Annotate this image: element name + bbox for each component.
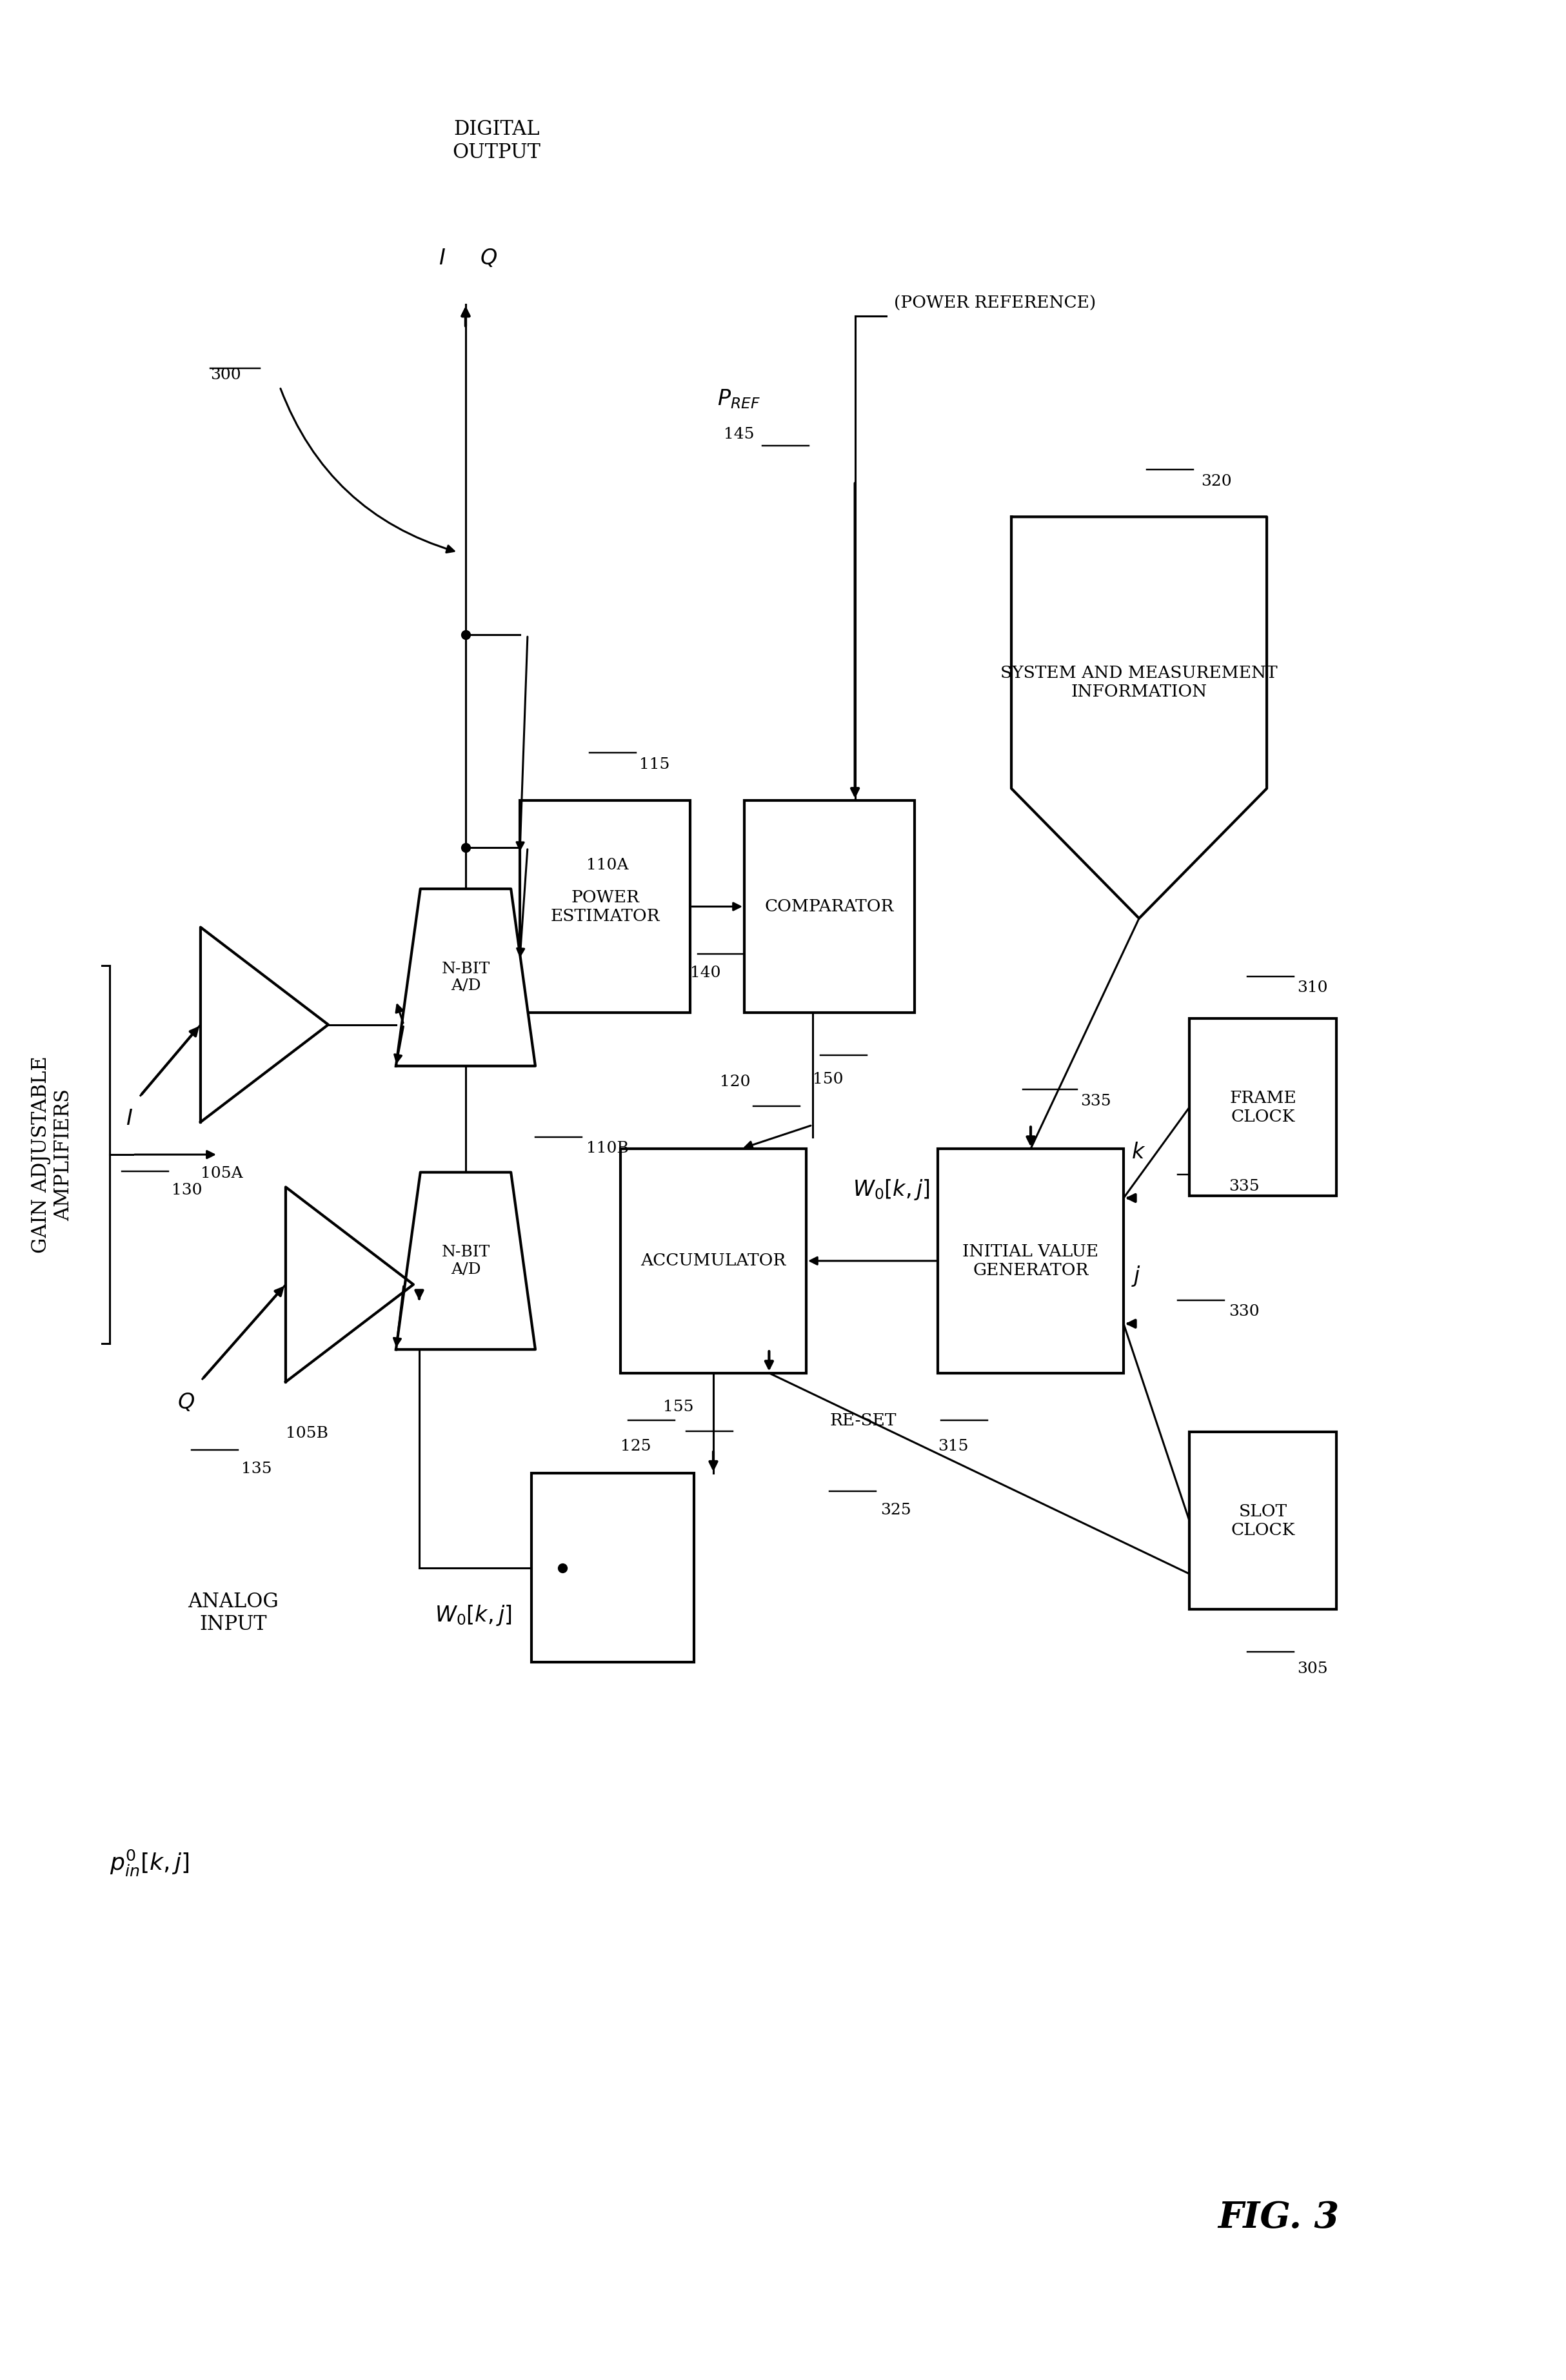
Text: 135: 135 bbox=[241, 1461, 272, 1476]
Text: N-BIT
A/D: N-BIT A/D bbox=[442, 1245, 490, 1276]
Text: $W_0[k,j]$: $W_0[k,j]$ bbox=[853, 1178, 930, 1202]
Text: FIG. 3: FIG. 3 bbox=[1218, 2199, 1339, 2235]
Text: GAIN ADJUSTABLE
AMPLIFIERS: GAIN ADJUSTABLE AMPLIFIERS bbox=[31, 1057, 74, 1254]
Bar bbox=[744, 800, 915, 1014]
Text: 300: 300 bbox=[210, 367, 241, 383]
Text: $I$: $I$ bbox=[438, 248, 446, 269]
Text: $k$: $k$ bbox=[1131, 1142, 1146, 1161]
Text: 110B: 110B bbox=[586, 1142, 630, 1157]
Text: 105A: 105A bbox=[200, 1166, 243, 1180]
Text: 330: 330 bbox=[1229, 1304, 1259, 1319]
Point bbox=[453, 828, 478, 866]
Text: DIGITAL
OUTPUT: DIGITAL OUTPUT bbox=[453, 119, 540, 162]
Text: 305: 305 bbox=[1297, 1661, 1328, 1676]
Text: $Q$: $Q$ bbox=[481, 248, 498, 269]
Text: SLOT
CLOCK: SLOT CLOCK bbox=[1231, 1504, 1295, 1537]
Text: 115: 115 bbox=[639, 757, 670, 771]
Text: ACCUMULATOR: ACCUMULATOR bbox=[640, 1252, 786, 1269]
Text: $W_0[k,j]$: $W_0[k,j]$ bbox=[435, 1604, 512, 1628]
Bar bbox=[531, 1473, 694, 1661]
Text: FRAME
CLOCK: FRAME CLOCK bbox=[1229, 1090, 1297, 1126]
Text: 150: 150 bbox=[813, 1071, 843, 1088]
Text: POWER
ESTIMATOR: POWER ESTIMATOR bbox=[550, 890, 659, 923]
Polygon shape bbox=[396, 888, 536, 1066]
Text: 325: 325 bbox=[880, 1504, 911, 1518]
Bar bbox=[1189, 1433, 1336, 1609]
Text: 310: 310 bbox=[1297, 981, 1328, 995]
Text: 125: 125 bbox=[620, 1440, 651, 1454]
Polygon shape bbox=[200, 928, 329, 1121]
Text: $P_{REF}$: $P_{REF}$ bbox=[717, 388, 761, 409]
Text: (POWER REFERENCE): (POWER REFERENCE) bbox=[894, 295, 1096, 312]
Polygon shape bbox=[1012, 516, 1267, 919]
Bar bbox=[620, 1150, 806, 1373]
Text: RE-SET: RE-SET bbox=[830, 1411, 896, 1428]
Text: $j$: $j$ bbox=[1131, 1264, 1142, 1288]
Polygon shape bbox=[396, 1173, 536, 1349]
Text: 335: 335 bbox=[1081, 1095, 1110, 1109]
Text: SYSTEM AND MEASUREMENT
INFORMATION: SYSTEM AND MEASUREMENT INFORMATION bbox=[1001, 664, 1278, 700]
Polygon shape bbox=[285, 1188, 413, 1383]
Text: $p^0_{in}[k,j]$: $p^0_{in}[k,j]$ bbox=[110, 1849, 189, 1878]
Text: COMPARATOR: COMPARATOR bbox=[764, 900, 894, 914]
Text: 120: 120 bbox=[720, 1076, 750, 1090]
Text: $I$: $I$ bbox=[125, 1109, 133, 1130]
Text: 145: 145 bbox=[723, 426, 755, 443]
Text: 315: 315 bbox=[938, 1440, 968, 1454]
Bar bbox=[1189, 1019, 1336, 1195]
Text: 140: 140 bbox=[691, 966, 720, 981]
Text: $Q$: $Q$ bbox=[177, 1392, 194, 1414]
Text: N-BIT
A/D: N-BIT A/D bbox=[442, 962, 490, 992]
Point bbox=[550, 1549, 575, 1587]
Text: 155: 155 bbox=[662, 1399, 694, 1414]
Text: 335: 335 bbox=[1229, 1178, 1259, 1195]
Bar bbox=[938, 1150, 1123, 1373]
Text: 105B: 105B bbox=[285, 1426, 329, 1440]
Point bbox=[453, 616, 478, 654]
Text: 130: 130 bbox=[172, 1183, 202, 1197]
Text: INITIAL VALUE
GENERATOR: INITIAL VALUE GENERATOR bbox=[963, 1242, 1099, 1278]
Bar bbox=[520, 800, 691, 1014]
Text: 110A: 110A bbox=[586, 857, 628, 873]
Text: 320: 320 bbox=[1201, 474, 1232, 488]
Text: ANALOG
INPUT: ANALOG INPUT bbox=[188, 1592, 279, 1635]
